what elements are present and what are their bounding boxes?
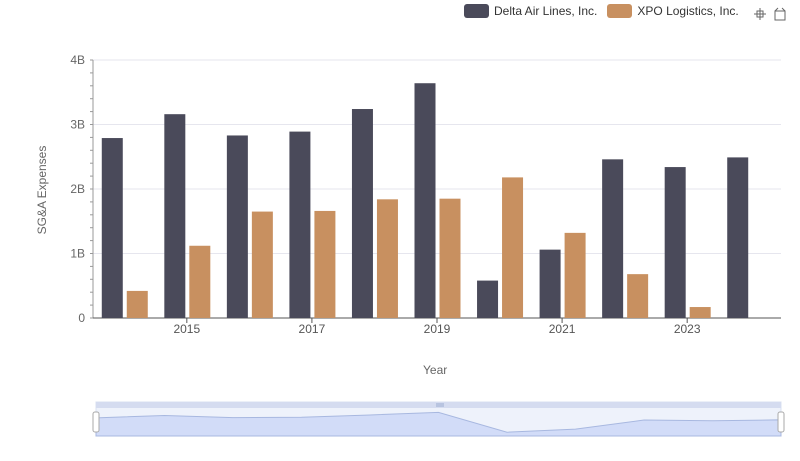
x-tick-label: 2023 bbox=[674, 322, 701, 336]
bar-delta-2021 bbox=[539, 249, 561, 318]
y-tick-label: 1B bbox=[70, 247, 85, 261]
bar-delta-2022 bbox=[602, 159, 624, 318]
legend-label-delta: Delta Air Lines, Inc. bbox=[494, 4, 598, 18]
bar-xpo-2017 bbox=[314, 210, 336, 318]
y-axis-title: SG&A Expenses bbox=[35, 145, 49, 235]
bar-xpo-2019 bbox=[439, 198, 461, 318]
zoom-drag-grip bbox=[436, 403, 444, 407]
legend: Delta Air Lines, Inc. XPO Logistics, Inc… bbox=[464, 4, 749, 18]
bar-xpo-2020 bbox=[502, 177, 524, 318]
legend-item-xpo[interactable]: XPO Logistics, Inc. bbox=[607, 4, 739, 18]
x-axis-title: Year bbox=[423, 363, 448, 377]
bar-delta-2019 bbox=[414, 83, 436, 318]
bar-delta-2016 bbox=[226, 135, 248, 318]
bar-delta-2024 bbox=[727, 157, 749, 318]
bar-xpo-2021 bbox=[564, 232, 586, 318]
y-tick-label: 2B bbox=[70, 182, 85, 196]
zoom-handle-left bbox=[92, 411, 100, 433]
zoom-preview-area bbox=[95, 411, 782, 437]
y-tick-label: 4B bbox=[70, 53, 85, 67]
zoom-handle-right bbox=[777, 411, 785, 433]
bar-xpo-2014 bbox=[126, 290, 148, 318]
chart-toolbar bbox=[748, 6, 788, 22]
bar-xpo-2016 bbox=[251, 211, 273, 318]
y-tick-label: 0 bbox=[78, 311, 85, 325]
x-tick-label: 2015 bbox=[173, 322, 200, 336]
legend-label-xpo: XPO Logistics, Inc. bbox=[637, 4, 739, 18]
legend-item-delta[interactable]: Delta Air Lines, Inc. bbox=[464, 4, 597, 18]
zoom-icon[interactable] bbox=[752, 6, 768, 22]
bar-delta-2023 bbox=[664, 167, 686, 318]
bar-xpo-2018 bbox=[376, 199, 398, 318]
legend-swatch-xpo bbox=[607, 4, 633, 18]
bar-delta-2020 bbox=[477, 280, 499, 318]
bar-delta-2014 bbox=[101, 138, 123, 318]
bar-xpo-2023 bbox=[689, 307, 711, 318]
bar-delta-2018 bbox=[351, 109, 373, 319]
bar-delta-2017 bbox=[289, 131, 311, 318]
x-tick-label: 2019 bbox=[424, 322, 451, 336]
x-tick-label: 2017 bbox=[299, 322, 326, 336]
x-tick-label: 2021 bbox=[549, 322, 576, 336]
bar-xpo-2022 bbox=[627, 274, 649, 318]
bar-delta-2015 bbox=[164, 114, 186, 319]
bar-xpo-2015 bbox=[189, 245, 211, 318]
y-tick-label: 3B bbox=[70, 118, 85, 132]
legend-swatch-delta bbox=[464, 4, 489, 18]
restore-icon[interactable] bbox=[772, 6, 788, 22]
